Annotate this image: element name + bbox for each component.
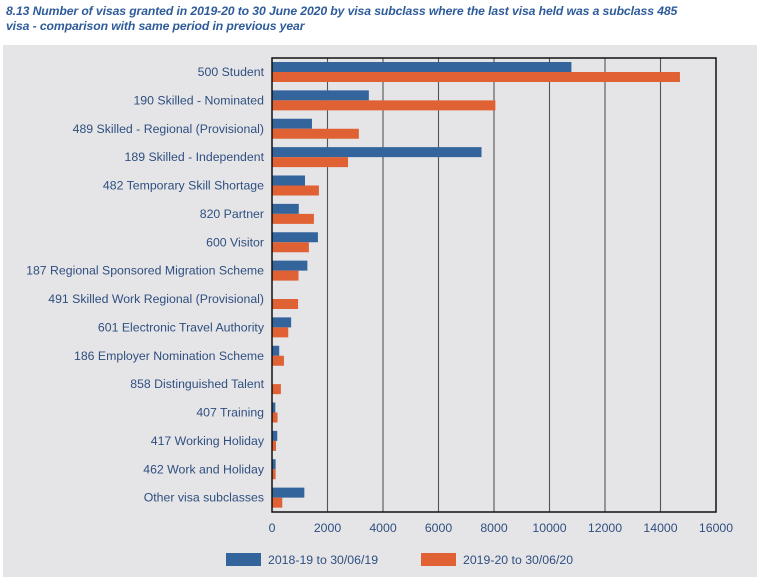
bar-current-year xyxy=(272,497,283,508)
x-tick-label: 8000 xyxy=(480,521,508,535)
legend: 2018-19 to 30/06/19 2019-20 to 30/06/20 xyxy=(226,553,573,567)
bar-prev-year xyxy=(272,62,572,72)
bar-current-year xyxy=(272,242,309,253)
bar-prev-year xyxy=(272,459,276,470)
category-label: 489 Skilled - Regional (Provisional) xyxy=(73,122,264,136)
category-label: 858 Distinguished Talent xyxy=(130,377,264,391)
x-tick-label: 14000 xyxy=(643,521,677,535)
x-tick-labels: 0 2000 4000 6000 8000 10000 12000 14000 16000 xyxy=(269,521,734,535)
legend-swatch xyxy=(421,553,456,566)
category-labels: 500 Student 190 Skilled - Nominated 489 Sk… xyxy=(26,65,265,505)
chart-title-line-2: visa - comparison with same period in pr… xyxy=(6,19,305,33)
legend-label: 2018-19 to 30/06/19 xyxy=(268,553,378,567)
chart-title-line-1: 8.13 Number of visas granted in 2019-20 … xyxy=(6,4,678,18)
chart-panel xyxy=(3,45,757,577)
legend-swatch xyxy=(226,553,261,566)
bar-prev-year xyxy=(272,175,306,186)
bar-prev-year xyxy=(272,118,312,129)
category-label: 186 Employer Nomination Scheme xyxy=(74,349,264,363)
legend-label: 2019-20 to 30/06/20 xyxy=(463,553,573,567)
category-label: 491 Skilled Work Regional (Provisional) xyxy=(48,292,264,306)
bar-prev-year xyxy=(272,430,278,441)
bar-prev-year xyxy=(272,345,280,356)
category-label: 187 Regional Sponsored Migration Scheme xyxy=(26,264,264,278)
category-label: 190 Skilled - Nominated xyxy=(133,93,264,107)
bar-prev-year xyxy=(272,232,318,243)
bar-current-year xyxy=(272,355,284,366)
bar-current-year xyxy=(272,213,314,224)
bar-current-year xyxy=(272,128,359,139)
bar-current-year xyxy=(272,412,278,423)
category-label: 500 Student xyxy=(198,65,265,79)
category-label: 407 Training xyxy=(196,406,264,420)
chart-title: 8.13 Number of visas granted in 2019-20 … xyxy=(6,4,756,34)
bar-current-year xyxy=(272,157,349,168)
x-tick-label: 0 xyxy=(269,521,276,535)
category-label: 462 Work and Holiday xyxy=(143,462,265,476)
bar-prev-year xyxy=(272,203,299,214)
bar-current-year xyxy=(272,100,496,111)
x-tick-label: 16000 xyxy=(699,521,733,535)
category-label: 820 Partner xyxy=(200,207,264,221)
category-label: Other visa subclasses xyxy=(144,491,264,505)
bar-current-year xyxy=(272,72,680,82)
x-tick-label: 4000 xyxy=(369,521,397,535)
bar-prev-year xyxy=(272,402,276,413)
category-label: 600 Visitor xyxy=(206,235,264,249)
x-tick-label: 6000 xyxy=(425,521,453,535)
x-tick-label: 2000 xyxy=(314,521,342,535)
x-tick-label: 10000 xyxy=(532,521,566,535)
category-label: 417 Working Holiday xyxy=(151,434,265,448)
legend-item: 2019-20 to 30/06/20 xyxy=(421,553,573,567)
bar-prev-year xyxy=(272,260,308,271)
category-label: 601 Electronic Travel Authority xyxy=(98,320,265,334)
bar-prev-year xyxy=(272,147,482,158)
plot-area-frame xyxy=(271,57,717,513)
bar-current-year xyxy=(272,299,299,309)
bar-current-year xyxy=(272,469,276,480)
legend-item: 2018-19 to 30/06/19 xyxy=(226,553,378,567)
bar-current-year xyxy=(272,185,319,196)
bar-prev-year xyxy=(272,487,305,498)
bar-prev-year xyxy=(272,90,369,101)
x-tick-label: 12000 xyxy=(588,521,622,535)
bars xyxy=(272,62,680,508)
gridlines xyxy=(326,58,662,512)
bar-prev-year xyxy=(272,317,292,328)
bar-current-year xyxy=(272,440,277,451)
bar-current-year xyxy=(272,384,281,395)
category-label: 189 Skilled - Independent xyxy=(125,150,265,164)
category-label: 482 Temporary Skill Shortage xyxy=(103,179,264,193)
bar-current-year xyxy=(272,327,289,338)
bar-current-year xyxy=(272,270,299,281)
